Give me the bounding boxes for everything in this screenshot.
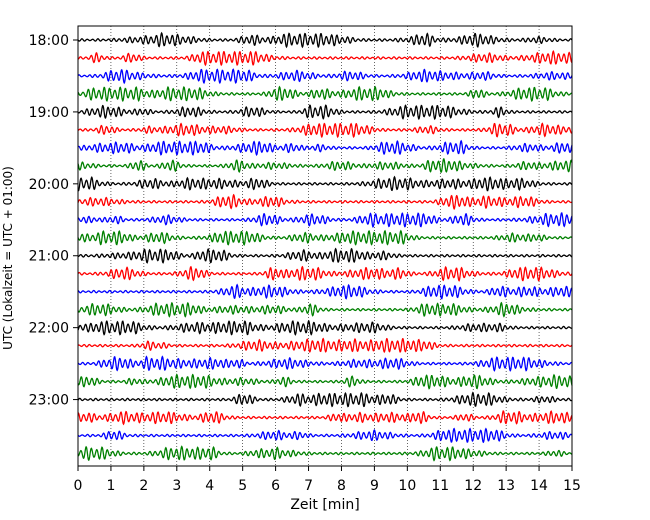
x-tick-label: 6 — [271, 478, 280, 494]
x-tick-label: 14 — [530, 478, 548, 494]
x-tick-label: 15 — [563, 478, 581, 494]
trace-2345 — [77, 445, 573, 462]
x-tick-label: 8 — [337, 478, 346, 494]
trace-1900 — [77, 104, 573, 121]
x-tick-label: 3 — [172, 478, 181, 494]
x-tick-label: 1 — [106, 478, 115, 494]
y-tick-label: 21:00 — [29, 249, 69, 265]
trace-2215 — [77, 337, 573, 354]
x-tick-label: 11 — [431, 478, 449, 494]
x-tick-label: 12 — [464, 478, 482, 494]
y-tick-label: 18:00 — [29, 33, 69, 49]
trace-2100 — [77, 247, 573, 264]
trace-2130 — [77, 283, 573, 300]
trace-2230 — [77, 355, 573, 372]
x-tick-label: 10 — [398, 478, 416, 494]
x-axis-title: Zeit [min] — [290, 497, 359, 513]
y-tick-label: 23:00 — [29, 393, 69, 409]
x-tick-label: 13 — [497, 478, 515, 494]
y-axis-ticks: 18:00 19:00 20:00 21:00 22:00 23:00 — [29, 33, 78, 409]
trace-2330 — [77, 427, 573, 444]
trace-2315 — [77, 410, 573, 426]
y-tick-label: 20:00 — [29, 177, 69, 193]
x-tick-label: 4 — [205, 478, 214, 494]
trace-1800 — [77, 31, 573, 49]
trace-2200 — [77, 319, 573, 336]
x-tick-label: 0 — [74, 478, 83, 494]
x-tick-label: 5 — [238, 478, 247, 494]
trace-2115 — [77, 265, 573, 282]
trace-2145 — [77, 301, 573, 318]
y-tick-label: 22:00 — [29, 321, 69, 337]
trace-2300 — [77, 391, 573, 408]
trace-1830 — [77, 68, 573, 85]
trace-2245 — [77, 373, 573, 390]
trace-1915 — [77, 122, 573, 139]
trace-1845 — [77, 85, 573, 103]
seismic-traces — [77, 31, 573, 462]
trace-2015 — [77, 193, 573, 211]
x-tick-label: 2 — [139, 478, 148, 494]
trace-1945 — [77, 158, 573, 174]
trace-2000 — [77, 175, 573, 192]
x-tick-label: 7 — [304, 478, 313, 494]
x-axis-ticks: 0 1 2 3 4 5 6 7 8 9 10 11 12 13 14 15 — [74, 466, 581, 494]
trace-2045 — [77, 229, 573, 246]
trace-1815 — [77, 49, 573, 67]
trace-2030 — [77, 212, 573, 229]
y-axis-title: UTC (Lokalzeit = UTC + 01:00) — [1, 166, 15, 350]
y-tick-label: 19:00 — [29, 105, 69, 121]
plot-frame — [77, 25, 573, 467]
trace-1930 — [77, 139, 573, 157]
x-tick-label: 9 — [370, 478, 379, 494]
